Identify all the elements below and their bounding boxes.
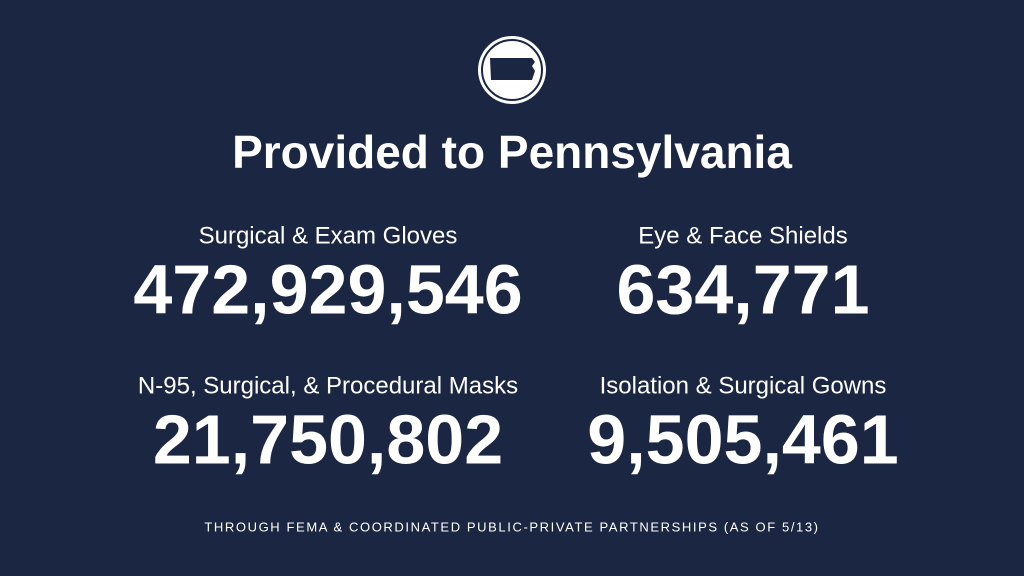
title: Provided to Pennsylvania — [232, 126, 792, 178]
footer-note: THROUGH FEMA & COORDINATED PUBLIC-PRIVAT… — [204, 519, 819, 534]
state-badge — [478, 36, 546, 104]
stat-label: Isolation & Surgical Gowns — [600, 372, 887, 399]
stat-label: Eye & Face Shields — [638, 222, 847, 249]
stat-value: 634,771 — [616, 250, 869, 328]
stat-value: 9,505,461 — [587, 400, 898, 478]
stat-value: 21,750,802 — [153, 400, 503, 478]
stat-label: N-95, Surgical, & Procedural Masks — [138, 372, 518, 399]
stat-label: Surgical & Exam Gloves — [199, 222, 458, 249]
stat-value: 472,929,546 — [133, 250, 522, 328]
